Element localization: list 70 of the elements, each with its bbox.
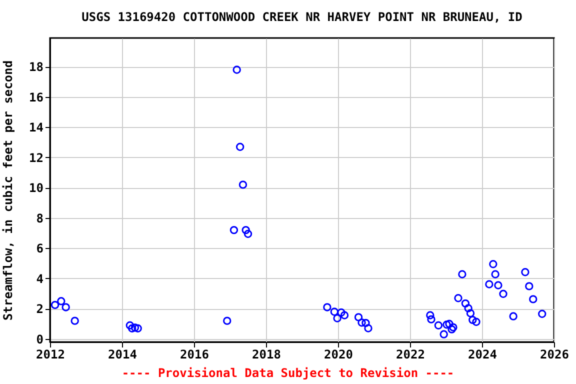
x-tick-label: 2024	[468, 348, 497, 362]
y-tick-label: 8	[36, 211, 44, 226]
point	[57, 297, 66, 306]
point	[489, 260, 498, 268]
point	[244, 230, 252, 238]
y-tick-label: 10	[29, 181, 44, 196]
point	[454, 294, 462, 302]
point	[128, 324, 136, 332]
point	[130, 324, 140, 332]
point	[464, 304, 472, 312]
y-tick-label: 6	[36, 242, 44, 256]
point	[494, 281, 502, 290]
x-tick-label: 2020	[324, 348, 353, 362]
point	[238, 180, 248, 189]
point	[491, 270, 500, 278]
y-tick-label: 18	[29, 60, 44, 74]
point	[449, 323, 458, 332]
point	[529, 295, 538, 304]
point	[330, 308, 339, 316]
chart-title: USGS 13169420 COTTONWOOD CREEK NR HARVEY POINT NR BRUNEAU, ID	[82, 10, 522, 24]
point	[70, 316, 79, 325]
y-axis-title: Streamflow, in cubic feet per second	[1, 60, 16, 321]
point	[445, 320, 454, 328]
x-tick-label: 2022	[396, 348, 425, 362]
y-tick-label: 14	[29, 120, 44, 135]
text: ---- Provisional Data Subject to Revision ----	[120, 366, 456, 380]
point	[485, 280, 494, 288]
x-tick-label: 2026	[540, 348, 569, 362]
point	[223, 316, 232, 325]
point	[468, 316, 477, 324]
y-tick-label: 16	[29, 90, 44, 104]
y-tick-label: 0	[36, 332, 44, 346]
point	[427, 315, 436, 324]
point	[337, 308, 346, 317]
point	[499, 290, 508, 298]
point	[509, 312, 518, 320]
point	[340, 311, 349, 320]
point	[62, 303, 70, 312]
x-tick-label: 2012	[36, 348, 65, 362]
point	[525, 282, 534, 290]
point	[472, 318, 480, 326]
point	[538, 310, 546, 318]
point	[521, 268, 530, 276]
point	[126, 321, 134, 330]
point	[323, 303, 332, 312]
point	[50, 300, 60, 310]
x-tick-label: 2014	[108, 348, 137, 362]
point	[236, 142, 244, 151]
point	[458, 270, 466, 278]
y-tick-label: 4	[36, 272, 44, 286]
point	[426, 311, 434, 320]
point	[362, 318, 370, 328]
y-tick-label: 12	[29, 150, 44, 165]
point	[364, 324, 372, 332]
point	[461, 299, 470, 308]
point	[466, 309, 475, 318]
x-tick-label: 2016	[180, 348, 209, 362]
point	[230, 226, 238, 234]
point	[358, 318, 366, 327]
point	[333, 314, 342, 322]
y-tick-label: 2	[36, 302, 44, 316]
x-tick-label: 2018	[252, 348, 281, 362]
point	[354, 313, 363, 322]
point	[232, 66, 241, 74]
point	[442, 320, 451, 329]
point	[440, 330, 448, 338]
point	[448, 325, 456, 334]
point	[242, 226, 250, 234]
point	[134, 324, 142, 332]
point	[434, 321, 443, 330]
